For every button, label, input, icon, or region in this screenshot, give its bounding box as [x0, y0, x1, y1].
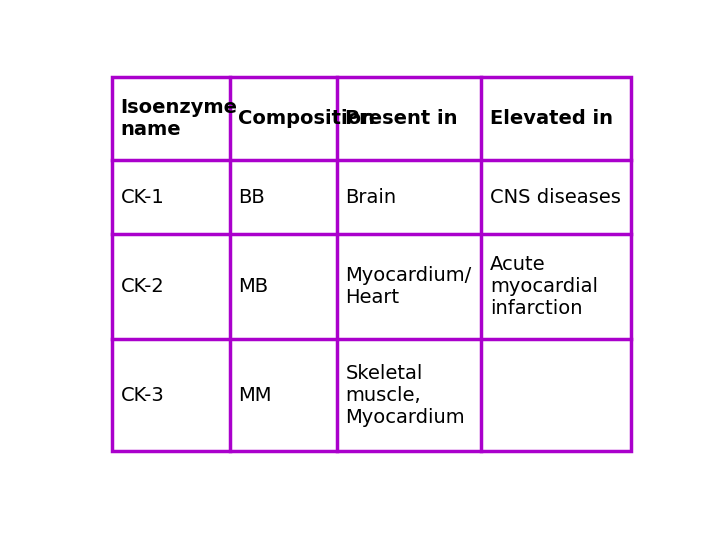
Text: CK-3: CK-3	[121, 386, 164, 405]
Text: Acute
myocardial
infarction: Acute myocardial infarction	[490, 255, 598, 319]
Bar	[112, 77, 631, 451]
Text: Skeletal
muscle,
Myocardium: Skeletal muscle, Myocardium	[346, 364, 465, 427]
Text: Brain: Brain	[346, 187, 397, 206]
Text: CNS diseases: CNS diseases	[490, 187, 621, 206]
Text: CK-1: CK-1	[121, 187, 164, 206]
Text: BB: BB	[238, 187, 265, 206]
Text: MM: MM	[238, 386, 272, 405]
Text: MB: MB	[238, 278, 269, 296]
Text: Myocardium/
Heart: Myocardium/ Heart	[346, 266, 472, 307]
Text: Isoenzyme
name: Isoenzyme name	[121, 98, 238, 139]
Text: CK-2: CK-2	[121, 278, 164, 296]
Text: Elevated in: Elevated in	[490, 109, 613, 128]
Text: Present in: Present in	[346, 109, 458, 128]
Text: Composition: Composition	[238, 109, 375, 128]
